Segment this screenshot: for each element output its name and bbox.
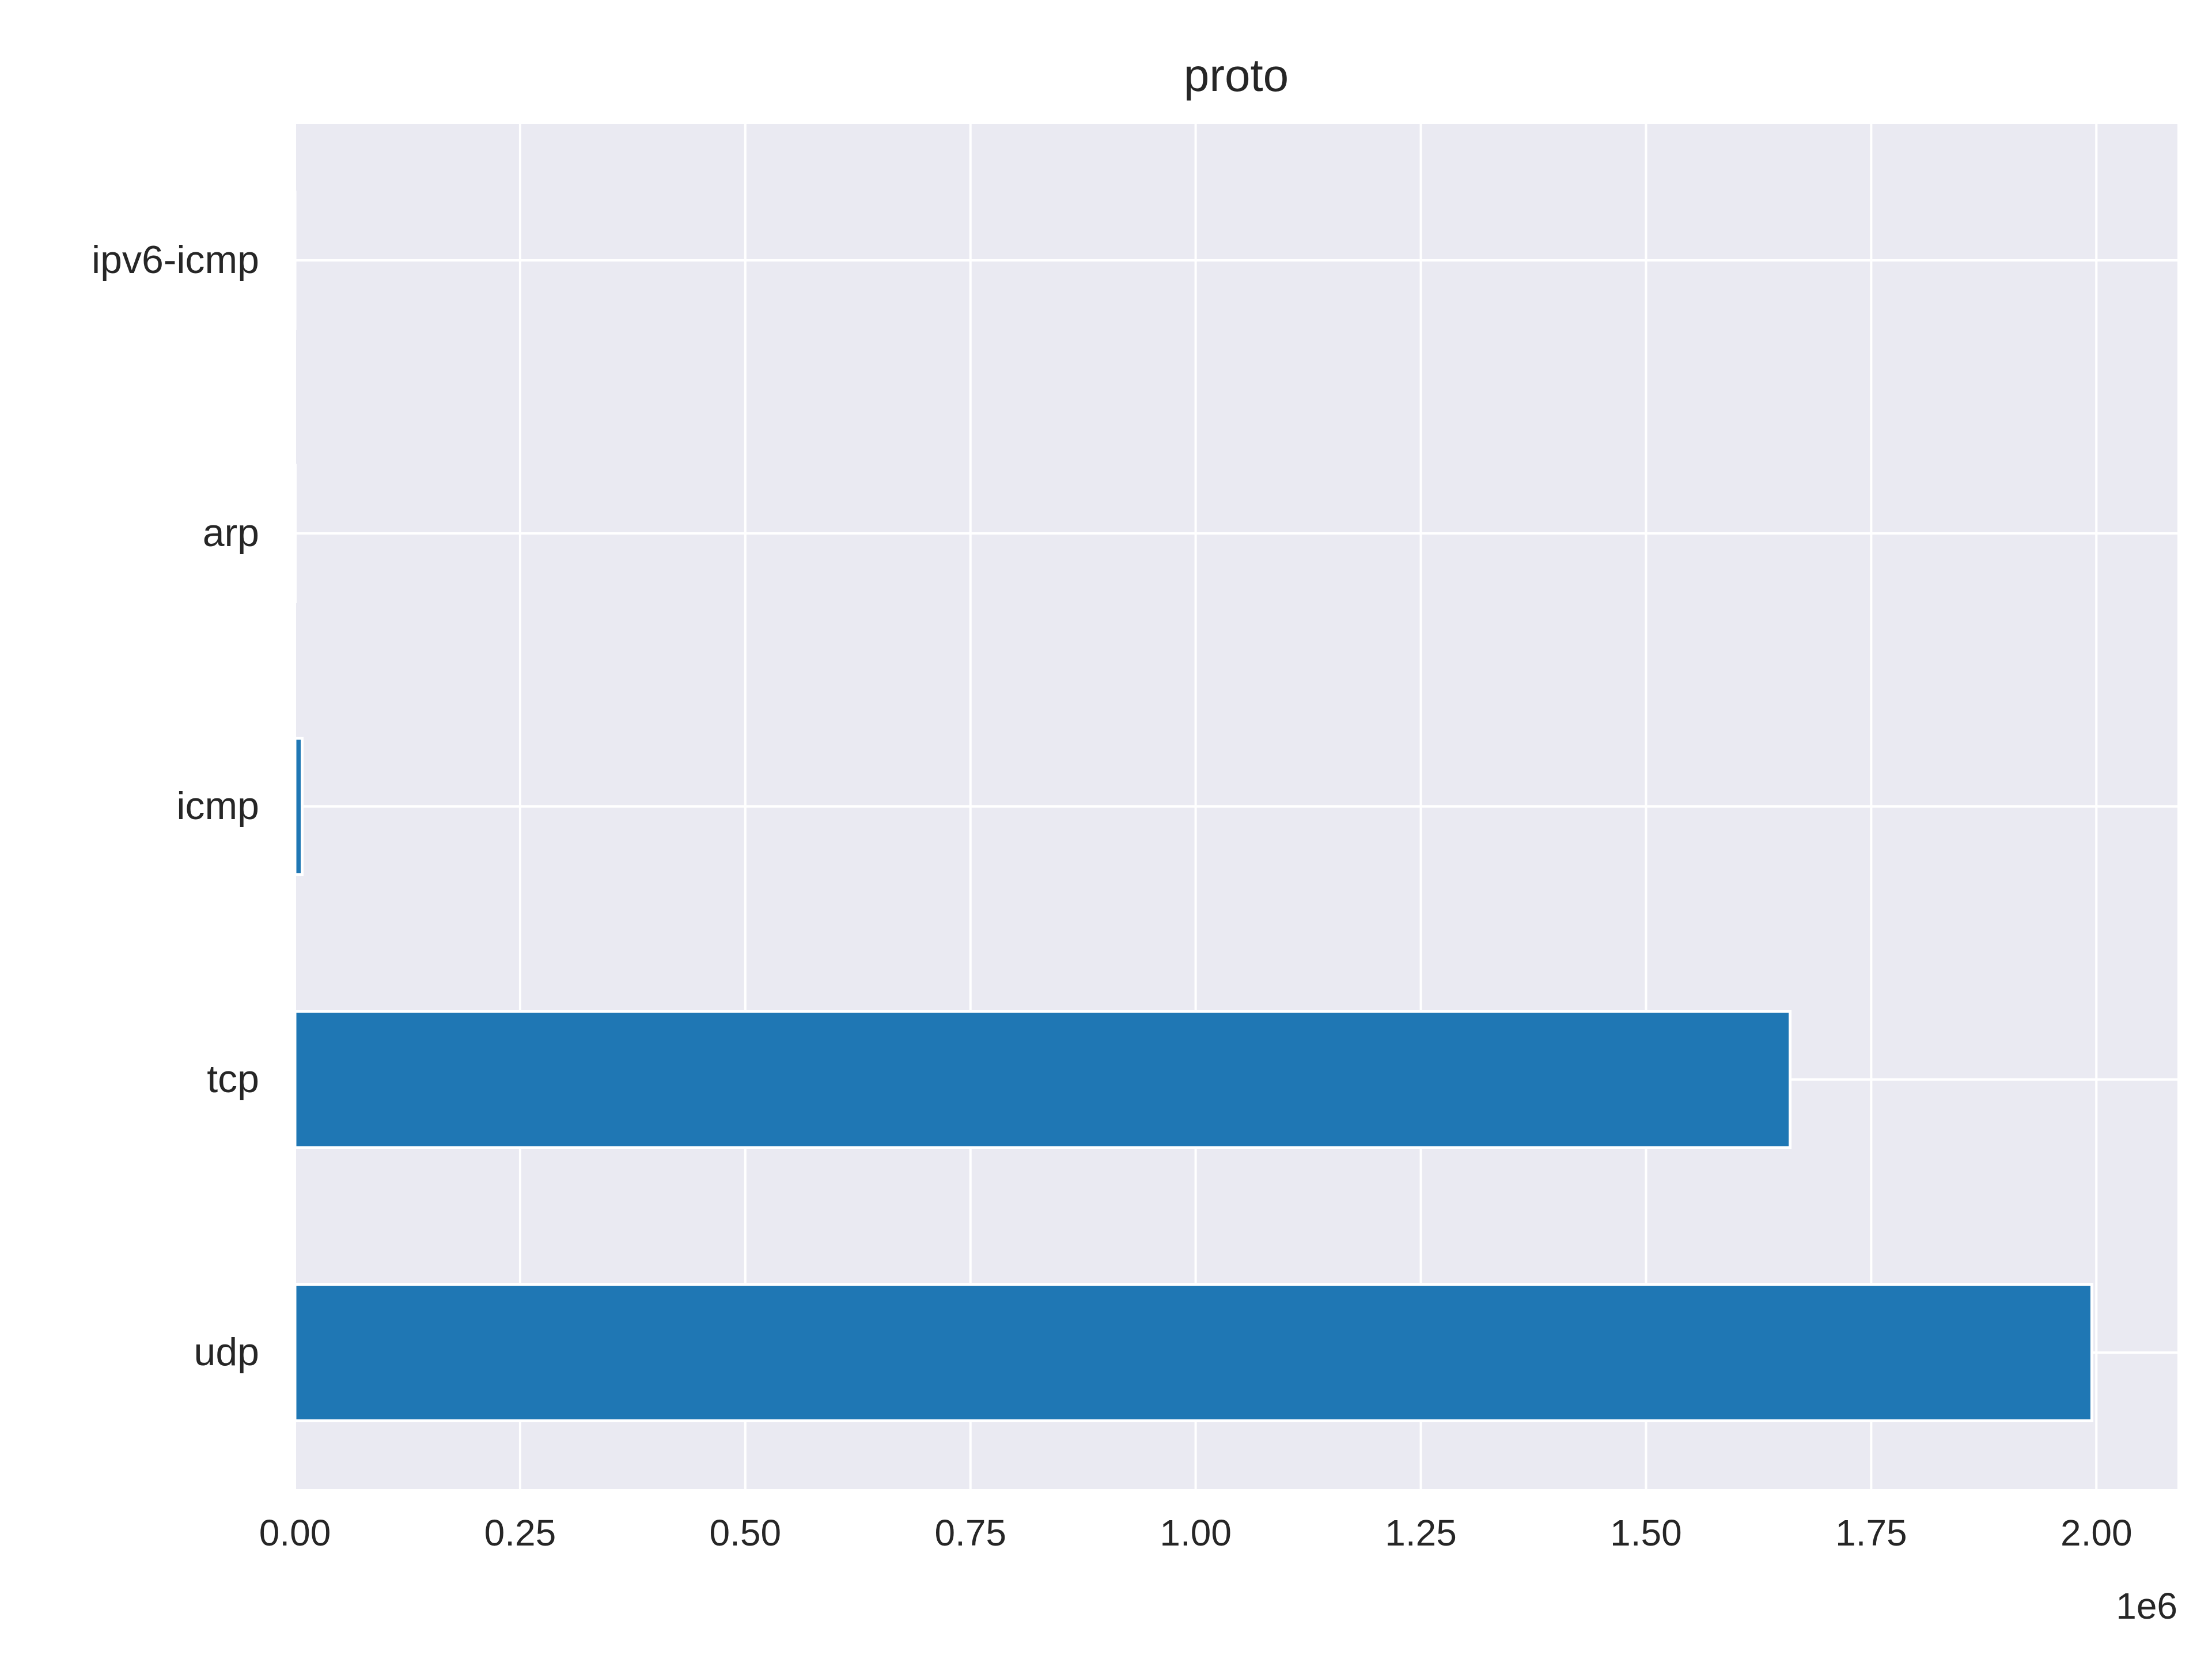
y-category-label: tcp xyxy=(207,1057,259,1101)
x-tick-label: 1.75 xyxy=(1835,1512,1907,1554)
y-category-label: icmp xyxy=(176,784,259,828)
x-tick-label: 1.25 xyxy=(1385,1512,1457,1554)
y-axis-ticks: udp tcp icmp arp ipv6-icmp xyxy=(92,238,259,1374)
y-category-label: arp xyxy=(203,511,259,555)
x-tick-label: 0.25 xyxy=(484,1512,556,1554)
x-tick-label: 0.50 xyxy=(710,1512,782,1554)
bar-icmp xyxy=(293,737,304,876)
x-tick-label: 1.50 xyxy=(1610,1512,1682,1554)
bars xyxy=(293,191,2093,1422)
x-tick-label: 0.00 xyxy=(259,1512,331,1554)
bar-udp xyxy=(293,1283,2093,1422)
y-category-label: ipv6-icmp xyxy=(92,238,259,282)
x-tick-label: 2.00 xyxy=(2061,1512,2133,1554)
chart-title: proto xyxy=(1184,50,1289,101)
x-axis-ticks: 0.00 0.25 0.50 0.75 1.00 1.25 1.50 1.75 2.00 xyxy=(259,1512,2133,1554)
x-tick-label: 1.00 xyxy=(1160,1512,1232,1554)
x-tick-label: 0.75 xyxy=(934,1512,1006,1554)
bar-tcp xyxy=(293,1010,1792,1149)
x-axis-offset-label: 1e6 xyxy=(2116,1585,2177,1627)
y-category-label: udp xyxy=(194,1330,259,1374)
